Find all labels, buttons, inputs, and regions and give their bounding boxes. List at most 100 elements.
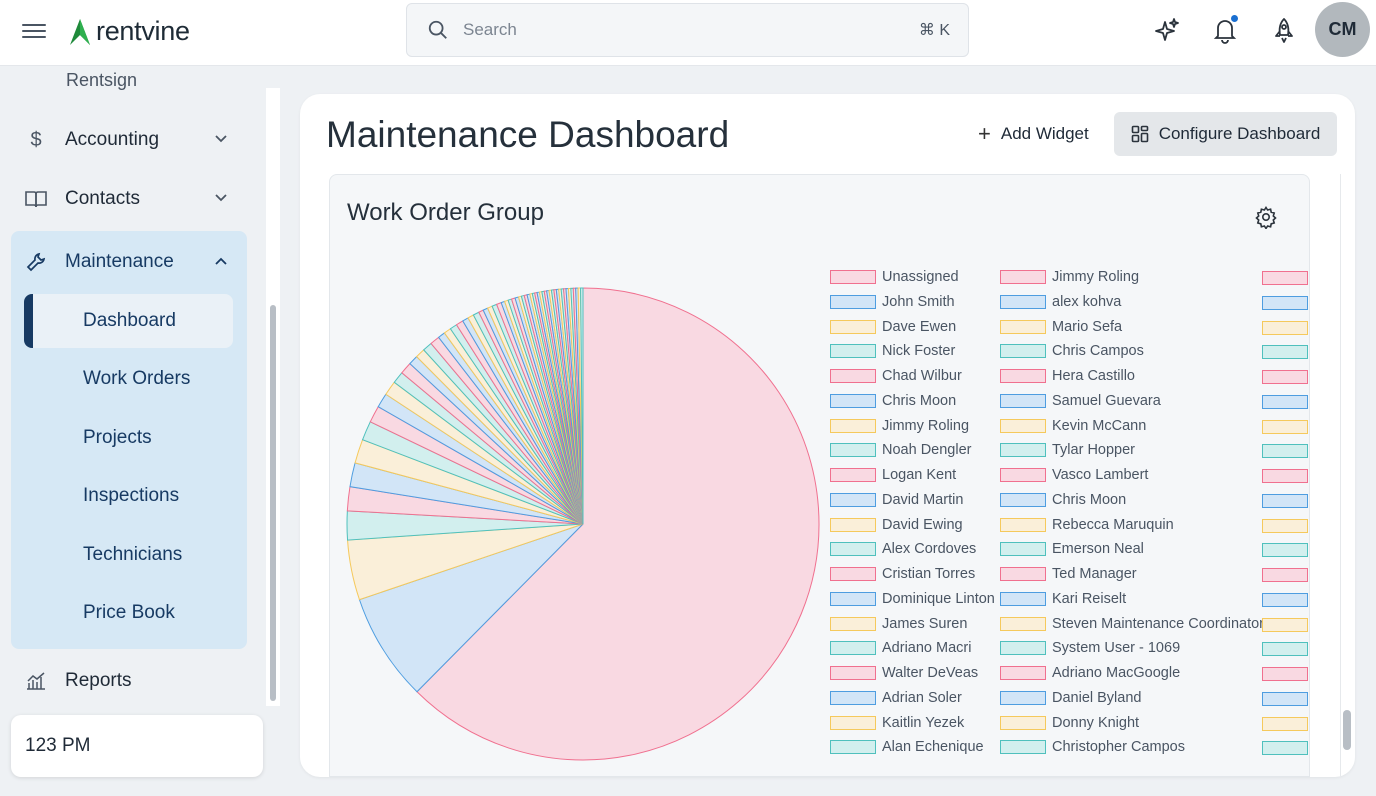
- brand-logo[interactable]: rentvine: [66, 14, 190, 48]
- dashboard-card: Maintenance Dashboard + Add Widget Confi…: [300, 94, 1355, 777]
- legend-label: Mario Sefa: [1052, 318, 1123, 335]
- legend-swatch: [830, 641, 876, 656]
- legend-swatch-cutoff: [1262, 493, 1308, 508]
- sidebar-sub-dashboard[interactable]: Dashboard: [83, 310, 176, 331]
- add-widget-button[interactable]: + Add Widget: [968, 112, 1099, 156]
- configure-dashboard-button[interactable]: Configure Dashboard: [1114, 112, 1337, 156]
- pie-slice[interactable]: [358, 523, 584, 693]
- legend-item[interactable]: Emerson Neal: [1000, 541, 1144, 557]
- legend-item[interactable]: David Martin: [830, 492, 963, 508]
- legend-swatch-cutoff: [1262, 543, 1308, 558]
- legend-item[interactable]: Jimmy Roling: [1000, 269, 1139, 285]
- legend-label: Steven Maintenance Coordinator: [1052, 615, 1264, 632]
- legend-label: Kevin McCann: [1052, 417, 1147, 434]
- legend-item[interactable]: Alan Echenique: [830, 739, 984, 755]
- legend-label: Dominique Linton: [882, 590, 995, 607]
- gear-icon[interactable]: [1254, 205, 1278, 229]
- legend-swatch: [1000, 492, 1046, 507]
- search-input[interactable]: [463, 20, 919, 40]
- legend-swatch: [830, 319, 876, 334]
- legend-item[interactable]: Samuel Guevara: [1000, 393, 1161, 409]
- office-selector[interactable]: 123 PM: [11, 715, 263, 777]
- legend-label: James Suren: [882, 615, 968, 632]
- legend-label: Kaitlin Yezek: [882, 714, 965, 731]
- legend-item[interactable]: Chad Wilbur: [830, 368, 962, 384]
- chevron-down-icon: [215, 135, 227, 143]
- sidebar-item-contacts[interactable]: Contacts: [24, 177, 246, 221]
- legend-item[interactable]: Noah Dengler: [830, 442, 971, 458]
- legend-label: Unassigned: [882, 269, 959, 285]
- work-order-group-widget: Work Order Group Unassigned John Smith Dav…: [329, 174, 1310, 777]
- legend-item[interactable]: System User - 1069: [1000, 640, 1180, 656]
- legend-swatch: [1000, 690, 1046, 705]
- sidebar-item-cut[interactable]: Rentsign: [66, 70, 138, 90]
- legend-item[interactable]: Chris Moon: [830, 393, 956, 409]
- sidebar-sub-inspections[interactable]: Inspections: [83, 485, 180, 506]
- legend-swatch: [1000, 319, 1046, 334]
- chevron-down-icon: [215, 194, 227, 202]
- sidebar-sub-price-book[interactable]: Price Book: [83, 602, 175, 623]
- legend-item[interactable]: Daniel Byland: [1000, 690, 1141, 706]
- legend-item[interactable]: Dave Ewen: [830, 319, 956, 335]
- legend-swatch: [830, 666, 876, 680]
- legend-item[interactable]: Chris Moon: [1000, 492, 1126, 508]
- widget-title: Work Order Group: [347, 199, 544, 226]
- legend-item[interactable]: Walter DeVeas: [830, 665, 978, 681]
- legend-item[interactable]: Vasco Lambert: [1000, 467, 1148, 483]
- legend-item[interactable]: Steven Maintenance Coordinator: [1000, 616, 1264, 632]
- legend-swatch: [1000, 344, 1046, 359]
- legend-item[interactable]: Chris Campos: [1000, 343, 1144, 359]
- bell-icon: [1213, 20, 1237, 44]
- chart-icon: [24, 669, 48, 693]
- legend-item[interactable]: Alex Cordoves: [830, 541, 976, 557]
- legend-swatch: [1000, 715, 1046, 730]
- legend-label: Donny Knight: [1052, 714, 1140, 731]
- legend-item[interactable]: Adrian Soler: [830, 690, 962, 706]
- legend-swatch: [830, 715, 876, 730]
- sidebar-sub-work-orders[interactable]: Work Orders: [83, 368, 191, 389]
- legend-item[interactable]: James Suren: [830, 616, 967, 632]
- menu-icon[interactable]: [22, 20, 46, 44]
- legend-item[interactable]: Nick Foster: [830, 343, 955, 359]
- sidebar-sub-projects[interactable]: Projects: [83, 427, 152, 448]
- legend-item[interactable]: Kevin McCann: [1000, 418, 1146, 434]
- search-shortcut: ⌘ K: [918, 22, 950, 39]
- notification-dot: [1230, 14, 1239, 23]
- pie-slice[interactable]: [416, 287, 820, 761]
- legend-item[interactable]: Hera Castillo: [1000, 368, 1135, 384]
- sidebar-item-accounting[interactable]: $ Accounting: [24, 118, 246, 162]
- content-scrollbar[interactable]: [1343, 710, 1351, 750]
- legend-item[interactable]: Dominique Linton: [830, 591, 995, 607]
- rocket-icon[interactable]: [1270, 16, 1298, 44]
- legend-item[interactable]: David Ewing: [830, 517, 963, 533]
- legend-item[interactable]: Jimmy Roling: [830, 418, 969, 434]
- legend-item[interactable]: Kaitlin Yezek: [830, 715, 964, 731]
- pie-slice[interactable]: [580, 287, 584, 525]
- sparkle-icon[interactable]: [1153, 16, 1181, 44]
- sidebar-sub-technicians[interactable]: Technicians: [83, 544, 183, 565]
- sidebar-item-maintenance[interactable]: Maintenance: [24, 240, 246, 284]
- legend-item[interactable]: alex kohva: [1000, 294, 1121, 310]
- legend-item[interactable]: Rebecca Maruquin: [1000, 517, 1174, 533]
- legend-swatch: [830, 369, 876, 383]
- notifications-button[interactable]: [1211, 14, 1239, 44]
- search-icon: [428, 20, 447, 39]
- legend-item[interactable]: Ted Manager: [1000, 566, 1137, 582]
- legend-item[interactable]: John Smith: [830, 294, 955, 310]
- sidebar-item-reports[interactable]: Reports: [24, 659, 246, 703]
- sidebar-scrollbar[interactable]: [270, 305, 276, 701]
- user-avatar[interactable]: CM: [1315, 2, 1370, 57]
- legend-swatch-cutoff: [1262, 320, 1308, 335]
- legend-item[interactable]: Unassigned: [830, 269, 959, 285]
- legend-item[interactable]: Kari Reiselt: [1000, 591, 1126, 607]
- search-bar[interactable]: ⌘ K: [406, 3, 969, 57]
- legend-item[interactable]: Cristian Torres: [830, 566, 975, 582]
- legend-item[interactable]: Logan Kent: [830, 467, 956, 483]
- legend-item[interactable]: Christopher Campos: [1000, 739, 1185, 755]
- legend-item[interactable]: Adriano Macri: [830, 640, 971, 656]
- legend-item[interactable]: Mario Sefa: [1000, 319, 1122, 335]
- legend-item[interactable]: Adriano MacGoogle: [1000, 665, 1180, 681]
- legend-item[interactable]: Tylar Hopper: [1000, 442, 1135, 458]
- legend-label: Chad Wilbur: [882, 368, 962, 384]
- legend-item[interactable]: Donny Knight: [1000, 715, 1139, 731]
